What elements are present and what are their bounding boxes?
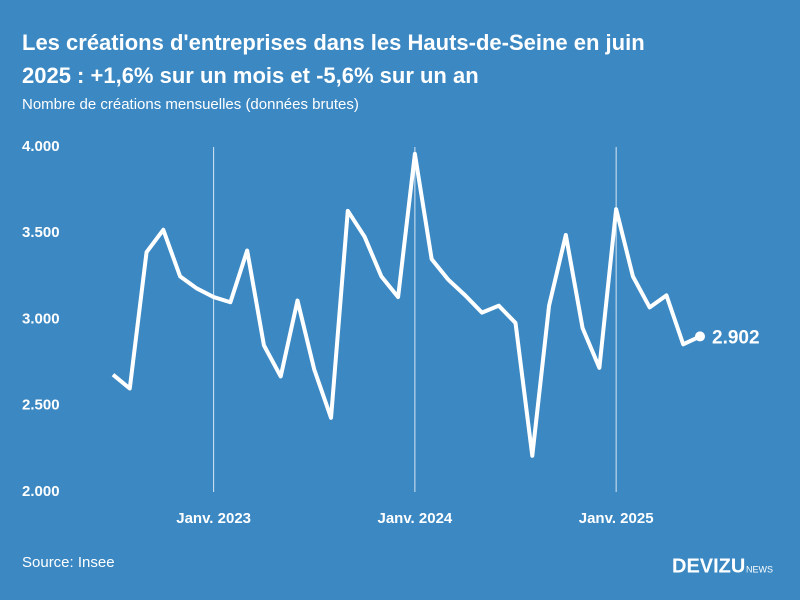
y-tick-label: 2.000: [22, 483, 60, 500]
y-tick-label: 3.000: [22, 310, 60, 327]
x-tick-label: Janv. 2023: [176, 510, 251, 527]
y-tick-label: 4.000: [22, 138, 60, 155]
chart-title-line: Les créations d'entreprises dans les Hau…: [22, 30, 645, 55]
y-tick-label: 3.500: [22, 224, 60, 241]
data-label: 2.902: [712, 327, 760, 348]
line: [111, 151, 701, 458]
source: Source: Insee: [22, 554, 115, 571]
brand: DEVIZU: [672, 555, 745, 577]
end-marker: [695, 331, 705, 342]
y-tick-label: 2.500: [22, 397, 60, 414]
brand-suffix: NEWS: [746, 564, 773, 574]
chart-subtitle: Nombre de créations mensuelles (données …: [22, 96, 359, 113]
x-tick-label: Janv. 2024: [377, 510, 452, 527]
chart-title-line: 2025 : +1,6% sur un mois et -5,6% sur un…: [22, 63, 479, 88]
x-tick-label: Janv. 2025: [579, 510, 654, 527]
